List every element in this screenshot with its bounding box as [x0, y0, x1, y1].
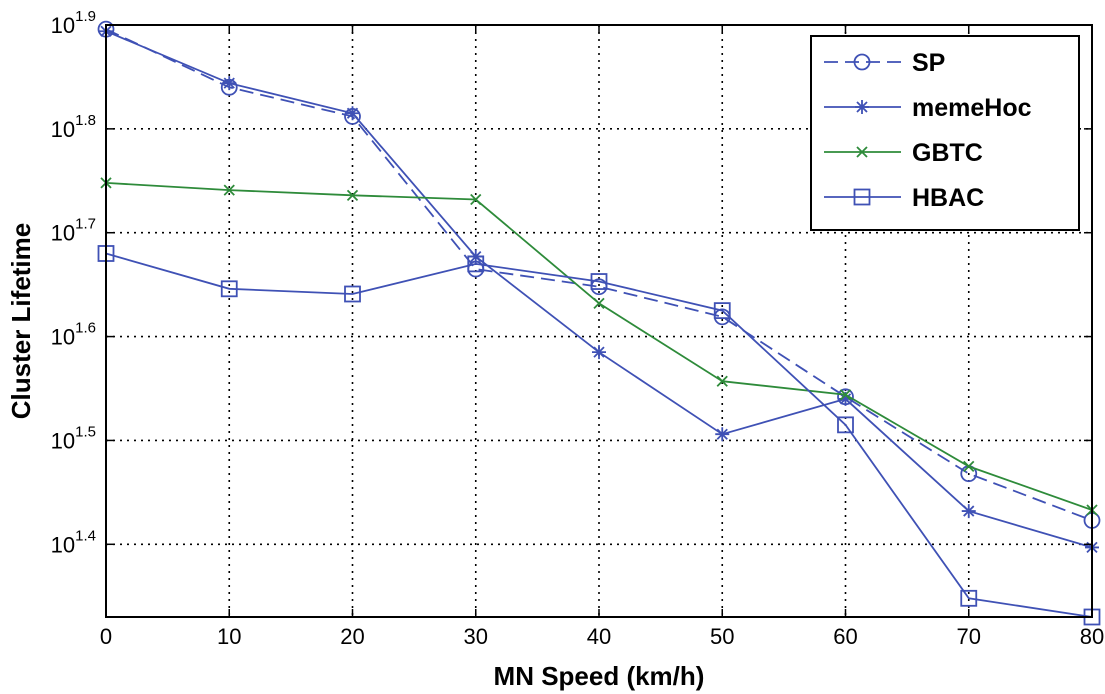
series-line: [105, 252, 1093, 618]
data-point-star: [855, 100, 869, 114]
x-tick-label: 40: [587, 624, 611, 649]
x-tick-label: 0: [100, 624, 112, 649]
legend-label: GBTC: [912, 139, 983, 167]
data-point-star: [345, 106, 360, 121]
data-point-x: [593, 297, 605, 309]
data-point-square: [467, 255, 485, 273]
legend-entry-sp: SP: [824, 49, 945, 77]
y-tick-label: 101.9: [51, 8, 96, 38]
data-point-star: [838, 391, 853, 406]
data-point-square: [344, 285, 361, 303]
series-lines: [97, 20, 1101, 626]
x-axis-title: MN Speed (km/h): [494, 661, 705, 691]
series-gbtc: [100, 177, 1098, 516]
data-point-square: [960, 589, 978, 607]
data-point-x: [839, 389, 852, 401]
y-tick-label: 101.4: [51, 527, 96, 557]
data-point-star: [961, 504, 976, 519]
y-axis-title: Cluster Lifetime: [6, 223, 36, 420]
legend-entry-memehoc: memeHoc: [824, 94, 1032, 122]
x-tick-label: 50: [710, 624, 734, 649]
x-tick-label: 20: [340, 624, 364, 649]
data-point-x: [223, 184, 235, 196]
x-tick-label: 60: [833, 624, 857, 649]
x-tick-label: 80: [1080, 624, 1104, 649]
y-axis-ticks: 101.9 101.8 101.7 101.6 101.5 101.4: [51, 8, 1092, 557]
x-axis-ticks: 0 10 20 30 40 50 60 70 80: [100, 25, 1104, 649]
data-point-star: [222, 76, 237, 91]
data-point-square: [713, 302, 731, 320]
data-point-star: [715, 427, 730, 442]
data-point-square: [590, 273, 608, 290]
y-tick-label: 101.8: [51, 112, 96, 142]
legend-entry-hbac: HBAC: [824, 184, 984, 212]
y-tick-label: 101.5: [51, 423, 96, 453]
data-point-x: [716, 375, 728, 387]
legend: SP memeHoc GBTC HBAC: [810, 35, 1080, 231]
data-point-square: [853, 188, 871, 206]
data-point-x: [346, 189, 359, 201]
data-point-x: [856, 146, 868, 158]
data-point-x: [470, 193, 482, 206]
data-point-star: [592, 345, 606, 360]
data-point-square: [220, 280, 238, 298]
legend-label: HBAC: [912, 184, 984, 212]
series-line: [105, 28, 1093, 522]
data-point-x: [963, 460, 975, 473]
x-tick-label: 10: [217, 624, 241, 649]
data-point-circle: [853, 53, 871, 71]
y-tick-label: 101.7: [51, 216, 96, 246]
x-tick-label: 30: [464, 624, 488, 649]
legend-entry-gbtc: GBTC: [824, 139, 983, 167]
legend-label: SP: [912, 49, 945, 77]
data-point-square: [837, 416, 854, 434]
legend-label: memeHoc: [912, 94, 1032, 122]
x-tick-label: 70: [957, 624, 981, 649]
y-tick-label: 101.6: [51, 320, 96, 350]
